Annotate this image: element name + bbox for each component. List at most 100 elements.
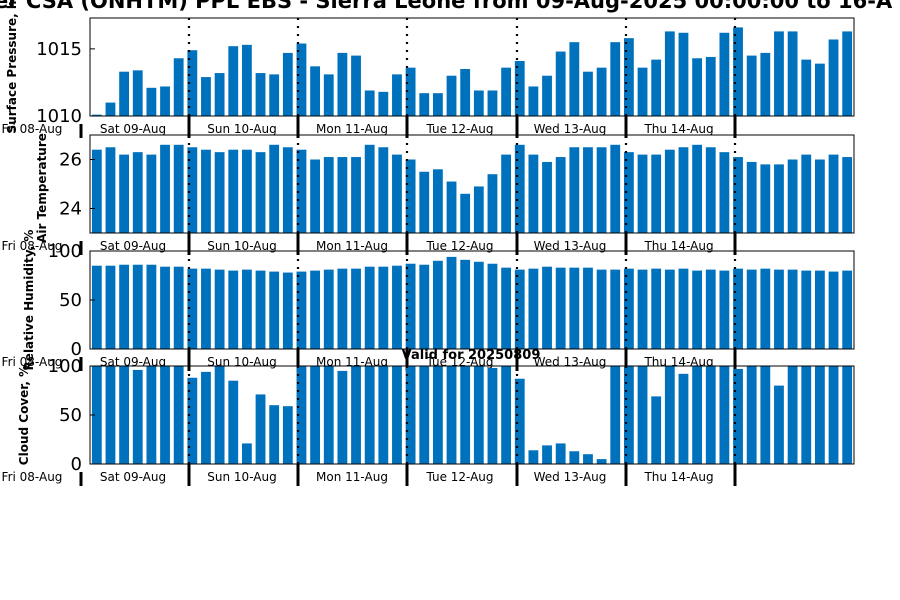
bar bbox=[310, 66, 321, 116]
bar bbox=[432, 260, 443, 349]
bar bbox=[201, 149, 211, 233]
bar bbox=[105, 102, 116, 116]
bar bbox=[555, 443, 566, 464]
bar bbox=[119, 264, 130, 349]
bar bbox=[542, 75, 552, 116]
bar bbox=[733, 368, 743, 464]
bar bbox=[146, 366, 157, 464]
bar bbox=[269, 74, 280, 116]
bar bbox=[664, 149, 675, 233]
x-tick-label: Fri 08-Aug bbox=[2, 355, 63, 369]
bar bbox=[487, 174, 498, 233]
bar bbox=[160, 86, 170, 116]
bar bbox=[842, 157, 853, 233]
bar bbox=[623, 268, 634, 349]
bar bbox=[351, 268, 361, 349]
bar bbox=[419, 264, 430, 349]
bar bbox=[719, 366, 730, 464]
bar bbox=[419, 366, 430, 464]
bar bbox=[91, 149, 102, 233]
bar bbox=[705, 56, 716, 116]
x-tick-label: Thu 14-Aug bbox=[643, 239, 713, 253]
bar bbox=[514, 60, 525, 116]
bar bbox=[842, 31, 853, 117]
bar bbox=[446, 75, 457, 116]
bar bbox=[501, 154, 512, 233]
bar bbox=[733, 268, 743, 349]
bar bbox=[378, 147, 389, 233]
axes-frame bbox=[89, 134, 855, 234]
bar bbox=[583, 147, 593, 233]
bar bbox=[733, 157, 743, 233]
bar bbox=[392, 154, 402, 233]
bar bbox=[337, 52, 348, 116]
bar bbox=[610, 269, 621, 349]
y-tick-label: 100 bbox=[48, 356, 82, 377]
bar bbox=[296, 271, 307, 349]
bar bbox=[719, 152, 730, 233]
bar bbox=[241, 269, 252, 349]
bar bbox=[105, 366, 116, 464]
bar bbox=[746, 55, 757, 116]
y-tick-label: 1010 bbox=[36, 106, 82, 127]
bar bbox=[719, 270, 730, 349]
bar bbox=[487, 367, 498, 464]
bar bbox=[282, 406, 293, 464]
bar bbox=[705, 366, 716, 464]
bar bbox=[460, 193, 471, 233]
bar bbox=[146, 87, 157, 116]
bar bbox=[596, 269, 607, 349]
bar bbox=[664, 31, 675, 117]
bar bbox=[623, 152, 634, 233]
bar bbox=[364, 266, 375, 349]
x-tick-label: Wed 13-Aug bbox=[534, 470, 607, 484]
bar bbox=[132, 369, 143, 464]
bar bbox=[596, 147, 607, 233]
bar bbox=[692, 144, 703, 233]
bar bbox=[760, 164, 771, 233]
bar bbox=[310, 159, 321, 233]
bar bbox=[392, 366, 402, 464]
bar bbox=[719, 32, 730, 116]
bar bbox=[432, 93, 443, 116]
bar bbox=[555, 51, 566, 117]
bar bbox=[828, 271, 839, 349]
x-tick-label: Fri 08-Aug bbox=[2, 239, 63, 253]
bar bbox=[637, 366, 648, 464]
bar bbox=[473, 261, 484, 349]
x-tick-label: Sun 10-Aug bbox=[207, 122, 276, 136]
bar bbox=[664, 366, 675, 464]
bar bbox=[91, 366, 102, 464]
bar bbox=[542, 161, 552, 233]
bar bbox=[119, 366, 130, 464]
bar bbox=[296, 43, 307, 117]
bar bbox=[323, 74, 334, 116]
bar bbox=[569, 42, 580, 116]
bar bbox=[583, 267, 593, 349]
bar bbox=[610, 42, 621, 116]
bar bbox=[105, 265, 116, 349]
bar bbox=[746, 366, 757, 464]
bar bbox=[746, 269, 757, 349]
bar bbox=[160, 144, 170, 233]
valid-for-label: Valid for 20250809 bbox=[402, 348, 541, 363]
bar bbox=[201, 77, 211, 116]
x-tick-label: Wed 13-Aug bbox=[534, 355, 607, 369]
x-tick-label: Fri 08-Aug bbox=[2, 122, 63, 136]
bar bbox=[146, 264, 157, 349]
bar bbox=[678, 268, 689, 349]
y-axis-label: Cloud Cover, % bbox=[17, 365, 31, 465]
bar bbox=[787, 269, 798, 349]
bar bbox=[160, 266, 170, 349]
bar bbox=[569, 267, 580, 349]
bar bbox=[814, 159, 825, 233]
x-tick-label: Sat 09-Aug bbox=[100, 470, 166, 484]
x-tick-label: Thu 14-Aug bbox=[643, 355, 713, 369]
bar bbox=[814, 270, 825, 349]
bar bbox=[596, 459, 607, 464]
bar bbox=[269, 271, 280, 349]
bar bbox=[760, 268, 771, 349]
